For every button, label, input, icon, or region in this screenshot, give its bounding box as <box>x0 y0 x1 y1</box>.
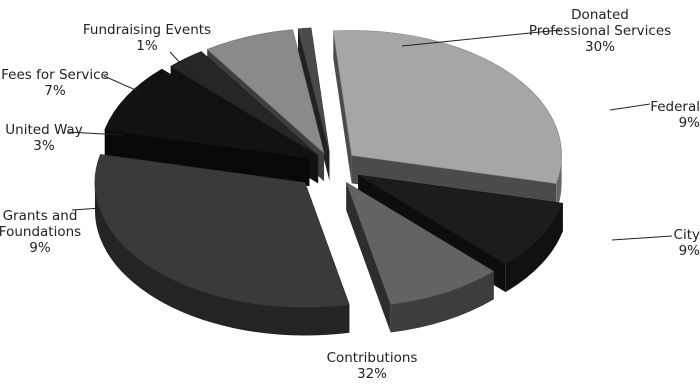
slice-percent: 9% <box>678 243 700 259</box>
slice-percent: 32% <box>356 366 388 382</box>
slice-side-wall <box>346 182 391 333</box>
slice-percent: 1% <box>136 38 158 54</box>
slice-name: Professional Services <box>528 23 672 39</box>
slice-label-fundraising-events: Fundraising Events 1% <box>83 22 211 54</box>
slice-percent: 7% <box>44 83 66 99</box>
slice-label-contributions: Contributions 32% <box>327 350 418 382</box>
slice-name: Fees for Service <box>1 67 109 83</box>
slice-top-face <box>170 51 319 156</box>
slice-label-fees-for-service: Fees for Service 7% <box>1 67 109 99</box>
leader-line-federal <box>609 103 651 111</box>
leader-line-united-way <box>67 131 123 136</box>
slice-rim <box>505 203 563 293</box>
slice-side-wall <box>333 30 352 184</box>
slice-name: United Way <box>5 122 83 138</box>
slice-name: Grants and <box>2 208 78 224</box>
slice-top-face <box>345 181 495 305</box>
leader-line-fundraising-events <box>169 51 197 81</box>
slice-label-grants-and-foundations: Grants and Foundations 9% <box>0 208 81 256</box>
slice-top-face <box>104 68 310 159</box>
slice-name: Donated <box>571 7 629 23</box>
slice-top-face <box>206 29 325 155</box>
pie-slice-contributions <box>94 154 350 336</box>
leader-line-city <box>611 235 673 241</box>
slice-name: Contributions <box>326 350 418 366</box>
slice-side-wall <box>104 130 310 187</box>
leader-line-donated-professional-services <box>401 29 561 47</box>
slice-label-donated-professional-services: Donated Professional Services 30% <box>529 7 671 55</box>
leader-line-fees-for-service <box>103 75 141 93</box>
slice-name: City <box>673 227 700 243</box>
slice-name: Federal <box>650 99 700 115</box>
slice-percent: 9% <box>678 115 700 131</box>
slice-top-face <box>358 174 564 265</box>
slice-percent: 9% <box>29 240 51 256</box>
slice-name: Foundations <box>0 224 82 240</box>
slice-name: Fundraising Events <box>82 22 212 38</box>
slice-top-face <box>297 27 330 153</box>
pie-slice-city <box>345 181 495 333</box>
leader-line-grants-and-foundations <box>71 207 103 211</box>
slice-top-face <box>94 154 350 308</box>
slice-label-city: City 9% <box>674 227 700 259</box>
slice-label-federal: Federal 9% <box>650 99 700 131</box>
pie-slice-donated-professional-services <box>332 30 562 212</box>
slice-percent: 3% <box>33 138 55 154</box>
slice-rim <box>94 182 350 336</box>
pie-slice-grants-and-foundations <box>104 68 310 187</box>
slice-rim <box>556 155 562 212</box>
leader-lines <box>67 29 673 241</box>
slice-top-face <box>332 30 562 184</box>
slice-label-united-way: United Way 3% <box>5 122 82 154</box>
slice-rim <box>390 271 494 333</box>
pie-slices <box>94 27 564 336</box>
slice-percent: 30% <box>584 39 616 55</box>
